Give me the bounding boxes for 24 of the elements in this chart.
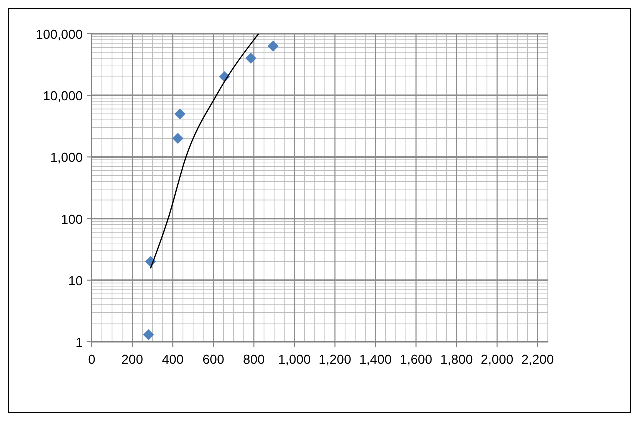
line-series bbox=[150, 33, 260, 270]
point bbox=[268, 40, 279, 52]
y-tick-label: 100 bbox=[61, 212, 83, 227]
x-tick-label: 1,400 bbox=[359, 352, 392, 367]
point bbox=[174, 108, 186, 120]
x-tick-label: 1,200 bbox=[318, 352, 352, 367]
x-tick-label: 800 bbox=[243, 352, 265, 367]
x-tick-label: 1,600 bbox=[400, 352, 433, 367]
x-tick-label: 2,200 bbox=[522, 352, 554, 367]
x-tick-label: 1,800 bbox=[440, 352, 474, 367]
point bbox=[143, 329, 154, 340]
x-tick-label: 1,000 bbox=[278, 352, 311, 367]
y-tick-label: 10 bbox=[68, 273, 83, 288]
x-tick-label: 400 bbox=[162, 352, 184, 367]
y-tick-label: 100,000 bbox=[36, 27, 83, 42]
y-tick-label: 10,000 bbox=[43, 88, 83, 104]
y-tick-label: 1,000 bbox=[50, 150, 83, 166]
point bbox=[172, 133, 184, 144]
y-tick-label: 1 bbox=[76, 335, 83, 350]
x-tick-label: 200 bbox=[122, 352, 144, 367]
point bbox=[246, 53, 257, 64]
x-tick-label: 0 bbox=[88, 352, 96, 367]
x-tick-label: 2,000 bbox=[481, 352, 514, 367]
x-tick-label: 600 bbox=[202, 352, 224, 367]
